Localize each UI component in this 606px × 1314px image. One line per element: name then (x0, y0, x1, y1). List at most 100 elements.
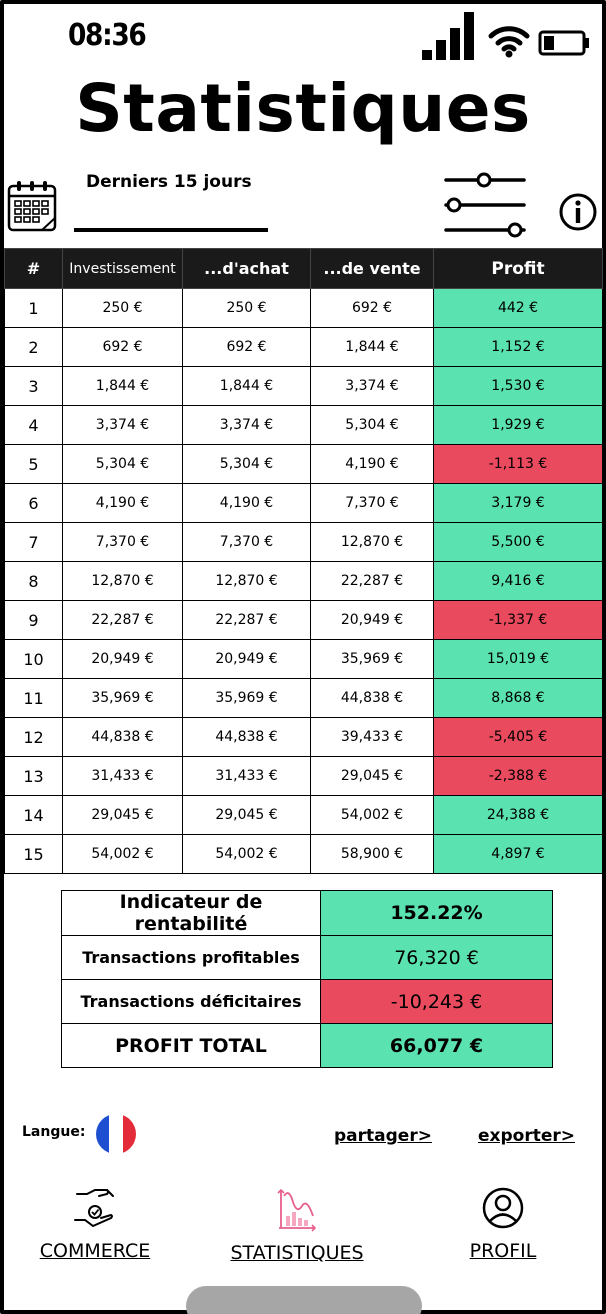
vente-cell: 7,370 € (310, 483, 434, 523)
nav-label: STATISTIQUES (230, 1242, 364, 1264)
profit-cell: 5,500 € (433, 522, 603, 562)
vente-cell: 4,190 € (310, 444, 434, 484)
profit-cell: -5,405 € (433, 717, 603, 757)
summary-value: -10,243 € (320, 979, 553, 1024)
profit-cell: 4,897 € (433, 834, 603, 874)
table-row: 11 35,969 €35,969 €44,838 €8,868 € (4, 678, 603, 718)
col-header-achat: ...d'achat (182, 248, 311, 289)
investissement-cell: 7,370 € (62, 522, 183, 562)
battery-icon (538, 30, 589, 56)
table-row: 9 22,287 €22,287 €20,949 € -1,337 € (4, 600, 603, 640)
home-indicator[interactable] (186, 1286, 422, 1314)
vente-cell: 54,002 € (310, 795, 434, 835)
summary-label: Indicateur de rentabilité (61, 890, 321, 936)
profit-cell: 1,152 € (433, 327, 603, 367)
row-index-cell: 9 (4, 600, 63, 640)
summary-value: 152.22% (320, 890, 553, 936)
achat-cell: 12,870 € (182, 561, 311, 601)
table-row: 6 4,190 €4,190 €7,370 €3,179 € (4, 483, 603, 523)
profit-cell: 3,179 € (433, 483, 603, 523)
hand-coin-icon (74, 1189, 114, 1228)
nav-label: PROFIL (469, 1240, 537, 1262)
info-icon[interactable] (558, 192, 598, 232)
vente-cell: 1,844 € (310, 327, 434, 367)
table-row: 15 54,002 €54,002 €58,900 €4,897 € (4, 834, 603, 874)
row-index-cell: 6 (4, 483, 63, 523)
profit-cell: 24,388 € (433, 795, 603, 835)
profit-cell: -1,337 € (433, 600, 603, 640)
nav-statistiques[interactable]: STATISTIQUES (222, 1186, 372, 1264)
vente-cell: 5,304 € (310, 405, 434, 445)
achat-cell: 44,838 € (182, 717, 311, 757)
language-label: Langue: (22, 1124, 86, 1140)
achat-cell: 35,969 € (182, 678, 311, 718)
user-icon (482, 1187, 524, 1229)
table-row: 5 5,304 €5,304 €4,190 € -1,113 € (4, 444, 603, 484)
row-index-cell: 5 (4, 444, 63, 484)
table-row: 3 1,844 €1,844 €3,374 €1,530 € (4, 366, 603, 406)
period-underline (74, 228, 268, 232)
table-row: 10 20,949 €20,949 €35,969 €15,019 € (4, 639, 603, 679)
profit-cell: 1,929 € (433, 405, 603, 445)
col-header-investissement: Investissement (62, 248, 183, 289)
vente-cell: 22,287 € (310, 561, 434, 601)
profit-cell: 442 € (433, 288, 603, 328)
summary-row-profitable: Transactions profitables 76,320 € (61, 935, 553, 980)
table-row: 8 12,870 €12,870 €22,287 €9,416 € (4, 561, 603, 601)
summary-row-total: PROFIT TOTAL 66,077 € (61, 1023, 553, 1068)
vente-cell: 29,045 € (310, 756, 434, 796)
export-link[interactable]: exporter> (478, 1126, 576, 1146)
achat-cell: 692 € (182, 327, 311, 367)
row-index-cell: 4 (4, 405, 63, 445)
summary-row-deficit: Transactions déficitaires -10,243 € (61, 979, 553, 1024)
sliders-icon[interactable] (444, 170, 526, 240)
achat-cell: 3,374 € (182, 405, 311, 445)
table-row: 7 7,370 €7,370 €12,870 €5,500 € (4, 522, 603, 562)
calendar-icon[interactable] (6, 178, 58, 234)
summary-value: 66,077 € (320, 1023, 553, 1068)
page-title: Statistiques (75, 70, 531, 147)
achat-cell: 20,949 € (182, 639, 311, 679)
row-index-cell: 15 (4, 834, 63, 874)
achat-cell: 29,045 € (182, 795, 311, 835)
nav-commerce[interactable]: COMMERCE (30, 1186, 160, 1262)
col-header-vente: ...de vente (310, 248, 434, 289)
vente-cell: 3,374 € (310, 366, 434, 406)
investissement-cell: 44,838 € (62, 717, 183, 757)
row-index-cell: 3 (4, 366, 63, 406)
vente-cell: 58,900 € (310, 834, 434, 874)
table-body: 1 250 €250 €692 €442 €2 692 €692 €1,844 €1… (4, 288, 603, 874)
row-index-cell: 13 (4, 756, 63, 796)
vente-cell: 35,969 € (310, 639, 434, 679)
profit-cell: 15,019 € (433, 639, 603, 679)
col-header-profit: Profit (433, 248, 603, 289)
achat-cell: 54,002 € (182, 834, 311, 874)
row-index-cell: 11 (4, 678, 63, 718)
achat-cell: 31,433 € (182, 756, 311, 796)
row-index-cell: 10 (4, 639, 63, 679)
investissement-cell: 5,304 € (62, 444, 183, 484)
table-row: 4 3,374 €3,374 €5,304 €1,929 € (4, 405, 603, 445)
wifi-icon (488, 26, 530, 58)
france-flag-icon[interactable] (96, 1114, 136, 1154)
row-index-cell: 2 (4, 327, 63, 367)
row-index-cell: 14 (4, 795, 63, 835)
investissement-cell: 54,002 € (62, 834, 183, 874)
summary-label: Transactions profitables (61, 935, 321, 980)
vente-cell: 39,433 € (310, 717, 434, 757)
profit-cell: 1,530 € (433, 366, 603, 406)
vente-cell: 44,838 € (310, 678, 434, 718)
period-label[interactable]: Derniers 15 jours (86, 172, 252, 192)
investissement-cell: 20,949 € (62, 639, 183, 679)
nav-profil[interactable]: PROFIL (460, 1186, 546, 1262)
vente-cell: 692 € (310, 288, 434, 328)
investissement-cell: 1,844 € (62, 366, 183, 406)
achat-cell: 7,370 € (182, 522, 311, 562)
table-row: 2 692 €692 €1,844 €1,152 € (4, 327, 603, 367)
investissement-cell: 35,969 € (62, 678, 183, 718)
achat-cell: 1,844 € (182, 366, 311, 406)
summary-row-indicator: Indicateur de rentabilité 152.22% (61, 890, 553, 936)
share-link[interactable]: partager> (334, 1126, 432, 1146)
profit-cell: -2,388 € (433, 756, 603, 796)
table-row: 14 29,045 €29,045 €54,002 €24,388 € (4, 795, 603, 835)
